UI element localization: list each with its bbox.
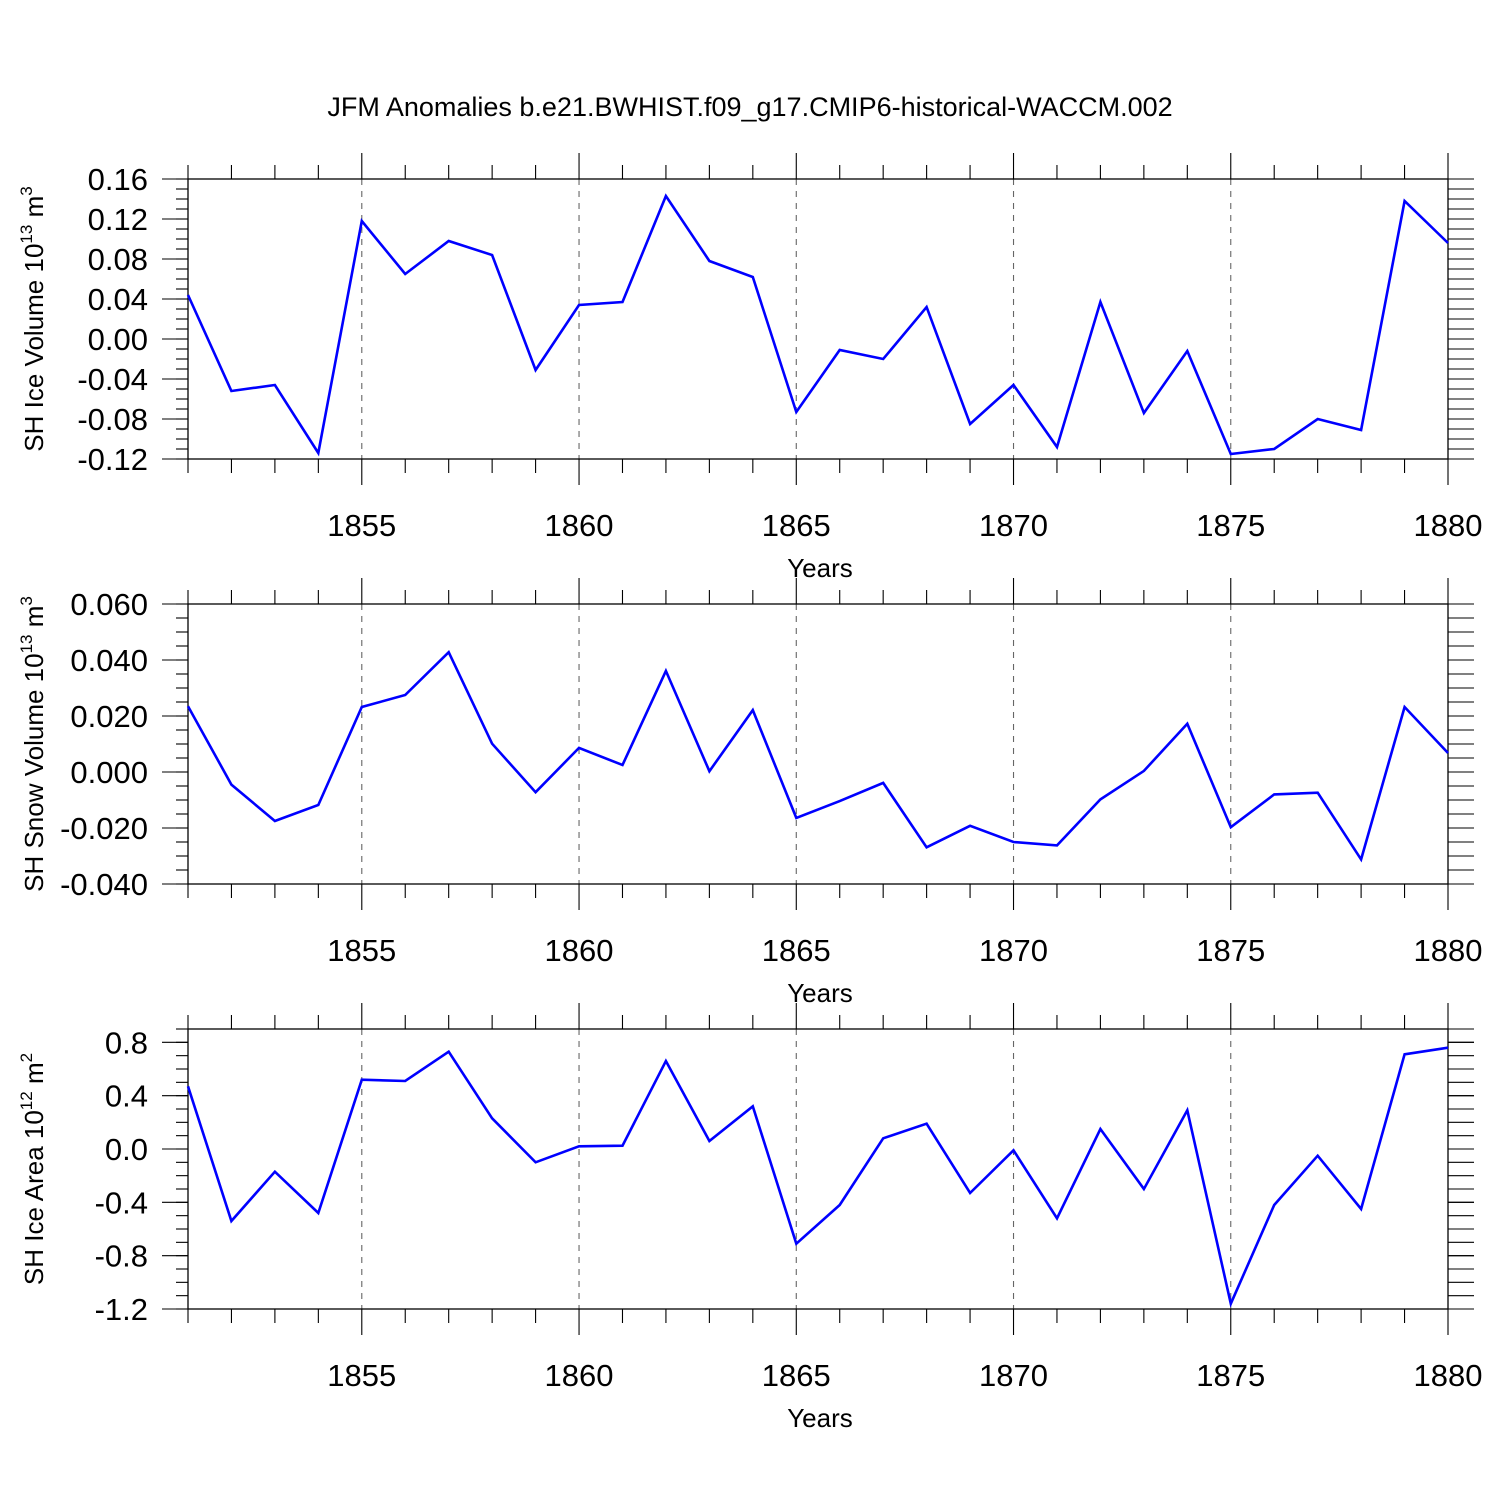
series-line [186, 1046, 1449, 1308]
y-tick-label: -0.12 [77, 442, 148, 477]
x-tick-label: 1865 [762, 1358, 831, 1393]
x-tick-label: 1855 [327, 1358, 396, 1393]
series-line [186, 649, 1449, 863]
chart-panel-1: 0.16 0.12 0.08 0.04 0.00 -0.04 -0.08 -0.12 1855 1… [17, 153, 1482, 583]
y-tick-label: -1.2 [95, 1292, 148, 1327]
x-tick-label: 1865 [762, 508, 831, 543]
y-axis-title-unit-exponent: 3 [17, 596, 36, 605]
x-axis-title: Years [787, 553, 853, 583]
chart-panels: 0.16 0.12 0.08 0.04 0.00 -0.04 -0.08 -0.12 1855 1… [17, 153, 1482, 1433]
y-axis-title-exponent: 13 [17, 634, 36, 653]
y-axis-title-unit-exponent: 2 [17, 1053, 36, 1062]
y-axis-title-unit: m [19, 606, 49, 635]
y-axis-title-exponent: 12 [17, 1091, 36, 1110]
chart-panel-3: 0.8 0.4 0.0 -0.4 -0.8 -1.2 1855 1860 1865 1870 187… [17, 1003, 1482, 1433]
x-tick-label: 1875 [1196, 1358, 1265, 1393]
y-tick-label: 0.12 [88, 202, 148, 237]
y-tick-label: 0.0 [105, 1132, 148, 1167]
x-tick-label: 1870 [979, 933, 1048, 968]
y-axis-title-unit-exponent: 3 [17, 186, 36, 195]
x-tick-label: 1870 [979, 508, 1048, 543]
y-axis-title: SH Ice Volume 1013 m3 [17, 186, 49, 451]
y-tick-label: 0.00 [88, 322, 148, 357]
y-axis-title-text: SH Ice Area 10 [19, 1110, 49, 1285]
x-axis-title: Years [787, 978, 853, 1008]
plot-frame [187, 1028, 1449, 1310]
y-tick-label: 0.08 [88, 242, 148, 277]
x-tick-label: 1860 [545, 933, 614, 968]
y-tick-label: 0.000 [70, 755, 148, 790]
y-tick-label: -0.4 [95, 1185, 148, 1220]
y-tick-label: -0.04 [77, 362, 148, 397]
x-tick-label: 1865 [762, 933, 831, 968]
plot-frame [187, 178, 1449, 460]
y-tick-label: -0.020 [60, 811, 148, 846]
y-tick-label: 0.040 [70, 643, 148, 678]
y-axis-title-unit: m [19, 196, 49, 225]
y-axis-title-exponent: 13 [17, 225, 36, 244]
x-tick-label: 1880 [1414, 933, 1483, 968]
y-axis-title-text: SH Snow Volume 10 [19, 653, 49, 891]
x-tick-label: 1870 [979, 1358, 1048, 1393]
x-tick-label: 1880 [1414, 508, 1483, 543]
y-axis-title: SH Ice Area 1012 m2 [17, 1053, 49, 1285]
x-tick-label: 1860 [545, 508, 614, 543]
x-tick-label: 1875 [1196, 933, 1265, 968]
y-tick-label: 0.04 [88, 282, 148, 317]
x-tick-label: 1855 [327, 933, 396, 968]
y-axis-title: SH Snow Volume 1013 m3 [17, 596, 49, 892]
chart-title: JFM Anomalies b.e21.BWHIST.f09_g17.CMIP6… [327, 92, 1172, 122]
chart-panel-2: 0.060 0.040 0.020 0.000 -0.020 -0.040 1855 1860… [17, 578, 1482, 1008]
y-tick-label: -0.040 [60, 867, 148, 902]
y-tick-label: 0.16 [88, 162, 148, 197]
y-tick-label: -0.8 [95, 1239, 148, 1274]
y-tick-label: 0.4 [105, 1079, 148, 1114]
x-tick-label: 1875 [1196, 508, 1265, 543]
x-tick-label: 1855 [327, 508, 396, 543]
x-axis-title: Years [787, 1403, 853, 1433]
x-tick-label: 1880 [1414, 1358, 1483, 1393]
plot-frame [187, 603, 1449, 885]
y-axis-title-text: SH Ice Volume 10 [19, 244, 49, 452]
x-tick-label: 1860 [545, 1358, 614, 1393]
y-axis-title-unit: m [19, 1062, 49, 1091]
series-line [186, 193, 1449, 457]
y-tick-label: -0.08 [77, 402, 148, 437]
y-tick-label: 0.060 [70, 587, 148, 622]
y-tick-label: 0.8 [105, 1025, 148, 1060]
y-tick-label: 0.020 [70, 699, 148, 734]
